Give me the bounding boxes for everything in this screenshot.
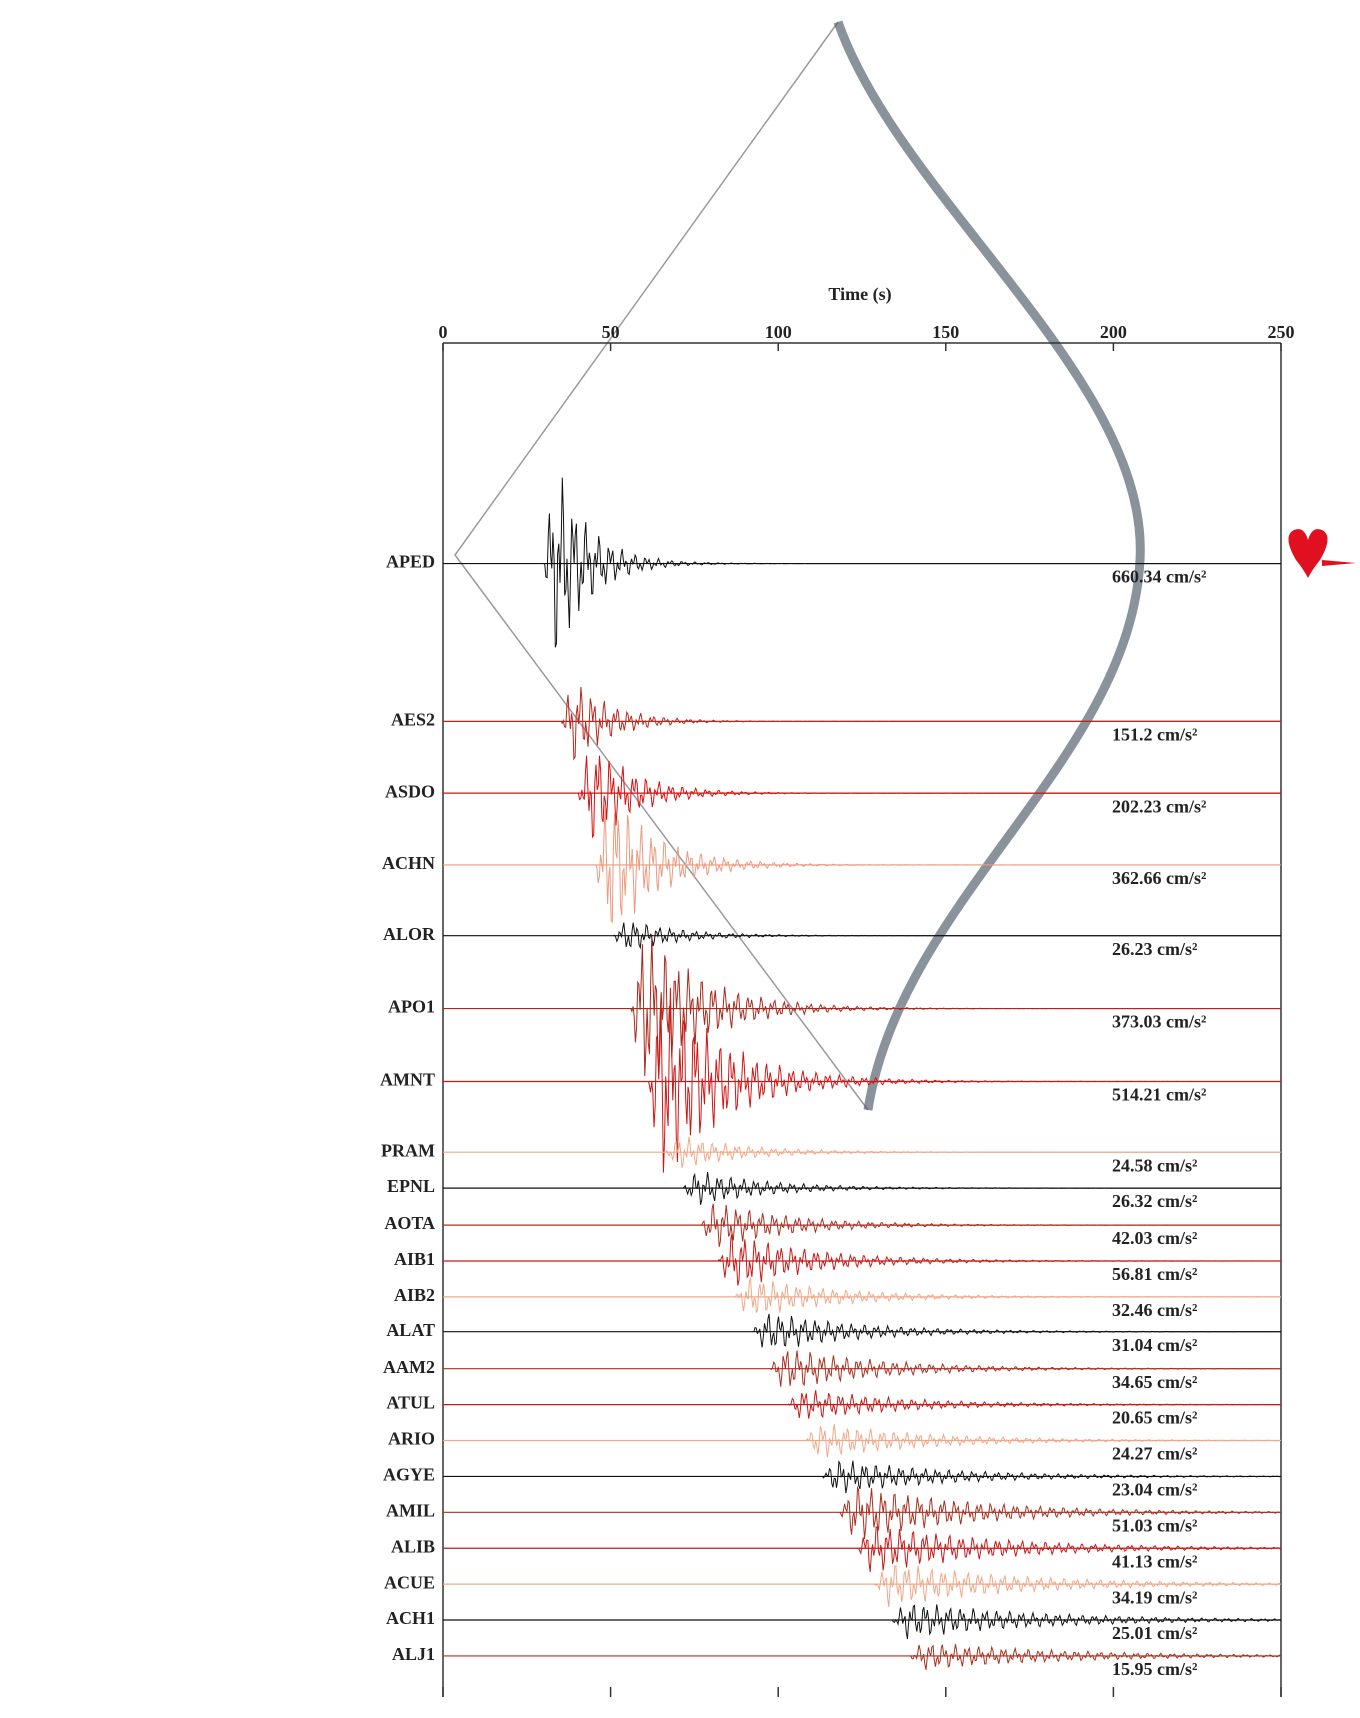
station-label: ALJ1 — [392, 1644, 435, 1664]
pga-label: 20.65 cm/s² — [1112, 1408, 1197, 1428]
station-label: AIB1 — [394, 1249, 435, 1269]
x-tick-label: 250 — [1268, 322, 1295, 342]
pga-label: 34.19 cm/s² — [1112, 1587, 1197, 1607]
station-label: ALAT — [386, 1320, 435, 1340]
x-tick-label: 100 — [765, 322, 792, 342]
pga-label: 31.04 cm/s² — [1112, 1335, 1197, 1355]
pga-label: 15.95 cm/s² — [1112, 1659, 1197, 1679]
station-label: ALOR — [383, 924, 436, 944]
station-label: AGYE — [383, 1465, 435, 1485]
heart-arrowhead — [1288, 529, 1356, 578]
waveform — [544, 478, 1281, 648]
station-label: ALIB — [391, 1536, 435, 1556]
pga-label: 41.13 cm/s² — [1112, 1551, 1197, 1571]
pga-label: 24.58 cm/s² — [1112, 1155, 1197, 1175]
bow-string — [455, 22, 868, 1110]
station-label: ACUE — [384, 1572, 435, 1592]
station-label: ASDO — [385, 781, 435, 801]
waveform — [892, 1604, 1280, 1639]
station-label: ACHN — [382, 853, 435, 873]
pga-label: 56.81 cm/s² — [1112, 1264, 1197, 1284]
pga-label: 26.32 cm/s² — [1112, 1191, 1197, 1211]
pga-label: 514.21 cm/s² — [1112, 1085, 1206, 1105]
waveform — [875, 1566, 1281, 1607]
station-label: APO1 — [388, 997, 435, 1017]
station-label: ARIO — [388, 1429, 435, 1449]
waveform — [753, 1314, 1281, 1348]
pga-label: 23.04 cm/s² — [1112, 1480, 1197, 1500]
waveform — [596, 805, 1281, 922]
pga-label: 373.03 cm/s² — [1112, 1012, 1206, 1032]
station-label: AMIL — [386, 1500, 435, 1520]
bow-decoration — [838, 22, 1140, 1110]
station-label: AAM2 — [383, 1357, 435, 1377]
pga-label: 660.34 cm/s² — [1112, 567, 1206, 587]
pga-label: 25.01 cm/s² — [1112, 1623, 1197, 1643]
chart: Time (s) 0 50 100 150 200 250 APED 660.34 cm/s²… — [0, 0, 1360, 1718]
pga-label: 151.2 cm/s² — [1112, 724, 1197, 744]
x-tick-label: 50 — [602, 322, 620, 342]
station-label: APED — [386, 552, 435, 572]
station-label: AES2 — [391, 709, 435, 729]
pga-label: 32.46 cm/s² — [1112, 1300, 1197, 1320]
x-axis-title: Time (s) — [828, 284, 891, 305]
waveform — [561, 687, 1280, 759]
pga-label: 26.23 cm/s² — [1112, 939, 1197, 959]
pga-label: 42.03 cm/s² — [1112, 1228, 1197, 1248]
waveform — [735, 1278, 1281, 1313]
station-label: AMNT — [380, 1070, 435, 1090]
x-tick-label: 200 — [1100, 322, 1127, 342]
pga-label: 34.65 cm/s² — [1112, 1372, 1197, 1392]
waveform — [840, 1488, 1281, 1539]
pga-label: 202.23 cm/s² — [1112, 796, 1206, 816]
pga-label: 24.27 cm/s² — [1112, 1444, 1197, 1464]
waveform — [857, 1527, 1281, 1572]
x-tick-label: 0 — [439, 322, 448, 342]
pga-label: 51.03 cm/s² — [1112, 1515, 1197, 1535]
x-tick-label: 150 — [932, 322, 959, 342]
station-label: PRAM — [381, 1140, 435, 1160]
waveform — [910, 1644, 1281, 1670]
pga-label: 362.66 cm/s² — [1112, 868, 1206, 888]
station-label: ACH1 — [386, 1608, 435, 1628]
station-label: AOTA — [384, 1213, 435, 1233]
station-label: EPNL — [387, 1176, 435, 1196]
station-label: ATUL — [386, 1393, 435, 1413]
station-label: AIB2 — [394, 1285, 435, 1305]
